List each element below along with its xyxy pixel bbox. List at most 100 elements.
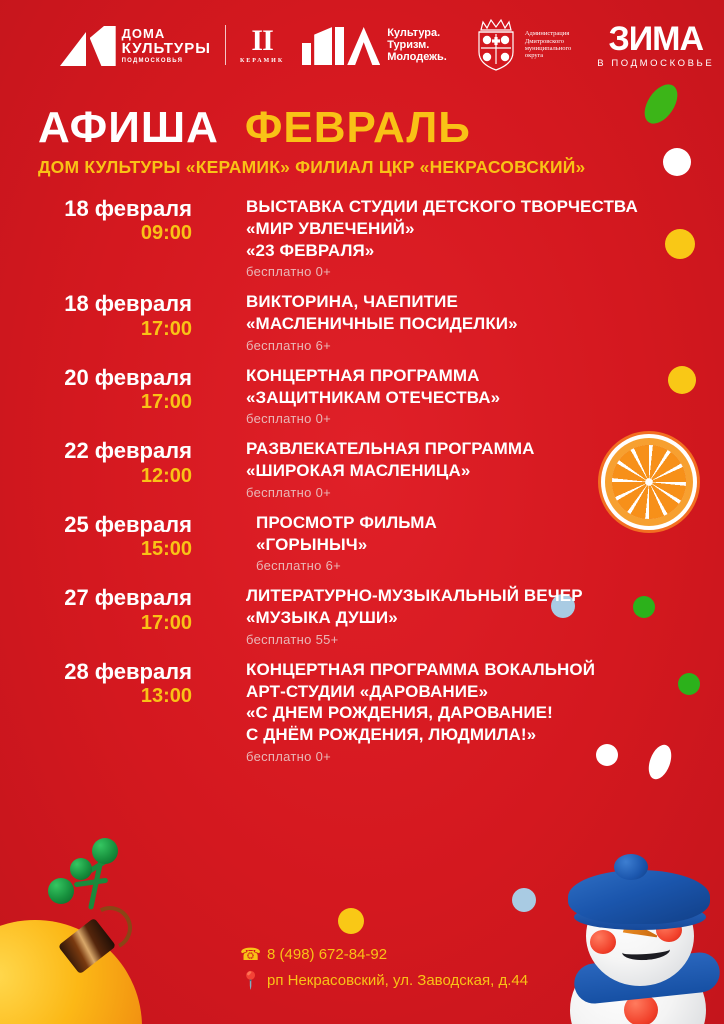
doma-kultury-line2: КУЛЬТУРЫ (121, 39, 211, 57)
white-dot-decoration (663, 148, 691, 176)
green-dot-decoration (633, 596, 655, 618)
event-time: 17:00 (140, 317, 192, 340)
event-date: 18 февраля (64, 291, 192, 317)
event-date: 20 февраля (64, 364, 192, 390)
contact-phone-value: 8 (498) 672-84-92 (267, 946, 388, 963)
poster-subtitle: ДОМ КУЛЬТУРЫ «КЕРАМИК» ФИЛИАЛ ЦКР «НЕКРА… (38, 157, 586, 177)
event-time: 09:00 (140, 222, 192, 245)
event-date: 28 февраля (64, 658, 192, 684)
event-title-line: «23 ФЕВРАЛЯ» (246, 240, 375, 260)
ktm-line1: Культура. (387, 26, 441, 39)
event-row: 25 февраля 15:00 ПРОСМОТР ФИЛЬМА «ГОРЫНЫ… (0, 512, 724, 574)
event-title-line: «ШИРОКАЯ МАСЛЕНИЦА» (246, 461, 471, 480)
event-price: бесплатно 6+ (246, 337, 331, 353)
footer-contacts: ☎ 8 (498) 672-84-92 📍 рп Некрасовский, у… (240, 946, 640, 998)
ktm-mark-icon (302, 25, 381, 65)
doma-kultury-line1: ДОМА (121, 25, 166, 41)
event-title-line: ВЫСТАВКА СТУДИИ ДЕТСКОГО ТВОРЧЕСТВА (246, 197, 638, 216)
contact-address-value: рп Некрасовский, ул. Заводская, д.44 (267, 972, 529, 989)
event-title-line: ЛИТЕРАТУРНО-МУЗЫКАЛЬНЫЙ ВЕЧЕР (246, 586, 583, 606)
event-time: 17:00 (140, 611, 192, 634)
event-date: 18 февраля (64, 196, 192, 221)
zima-subtitle: В ПОДМОСКОВЬЕ (597, 57, 715, 69)
event-title-line: «ГОРЫНЫЧ» (256, 534, 368, 554)
administration-line3: муниципального (524, 45, 572, 52)
event-title-line: ВИКТОРИНА, ЧАЕПИТИЕ (246, 292, 458, 312)
header-logo-bar: ДОМА КУЛЬТУРЫ ПОДМОСКОВЬЯ II КЕРАМИК Кул… (0, 0, 724, 90)
logo-doma-kultury-podmoskovya: ДОМА КУЛЬТУРЫ ПОДМОСКОВЬЯ (59, 24, 211, 66)
event-price: бесплатно 6+ (256, 558, 341, 574)
poster-title: АФИША ФЕВРАЛЬ (38, 103, 471, 153)
event-when: 18 февраля 17:00 (0, 291, 200, 353)
event-row: 18 февраля 09:00 ВЫСТАВКА СТУДИИ ДЕТСКОГ… (0, 196, 724, 279)
event-title-line: ПРОСМОТР ФИЛЬМА (256, 512, 437, 532)
event-time: 13:00 (140, 685, 192, 708)
logo-kultura-turizm-molodezh: Культура. Туризм. Молодежь. (302, 25, 447, 65)
yellow-dot-decoration (668, 366, 696, 394)
event-details: ВЫСТАВКА СТУДИИ ДЕТСКОГО ТВОРЧЕСТВА «МИР… (200, 196, 724, 279)
event-title-line: «МИР УВЛЕЧЕНИЙ» (246, 218, 415, 238)
event-row: 27 февраля 17:00 ЛИТЕРАТУРНО-МУЗЫКАЛЬНЫЙ… (0, 585, 724, 647)
ktm-line3: Молодежь. (387, 51, 447, 64)
blue-dot-decoration (512, 888, 536, 912)
logo-divider (224, 25, 226, 65)
event-row: 20 февраля 17:00 КОНЦЕРТНАЯ ПРОГРАММА «З… (0, 365, 724, 427)
administration-line2: Дмитровского (524, 37, 565, 45)
event-when: 20 февраля 17:00 (0, 365, 200, 427)
event-details: КОНЦЕРТНАЯ ПРОГРАММА ВОКАЛЬНОЙ АРТ-СТУДИ… (200, 659, 724, 764)
event-row: 22 февраля 12:00 РАЗВЛЕКАТЕЛЬНАЯ ПРОГРАМ… (0, 438, 724, 500)
logo-zima-v-podmoskovye: ЗИМА В ПОДМОСКОВЬЕ (597, 22, 714, 69)
event-details: КОНЦЕРТНАЯ ПРОГРАММА «ЗАЩИТНИКАМ ОТЕЧЕСТ… (200, 365, 724, 427)
event-when: 18 февраля 09:00 (0, 196, 200, 279)
title-word-afisha: АФИША (38, 103, 219, 152)
event-time: 15:00 (140, 538, 192, 561)
event-price: бесплатно 55+ (246, 631, 339, 647)
event-title-line: «ЗАЩИТНИКАМ ОТЕЧЕСТВА» (246, 387, 501, 407)
logo-keramik: II КЕРАМИК (239, 24, 285, 65)
event-title-line: РАЗВЛЕКАТЕЛЬНАЯ ПРОГРАММА (246, 439, 535, 459)
event-when: 25 февраля 15:00 (0, 512, 200, 574)
event-date: 22 февраля (64, 438, 192, 464)
event-title-line: «МУЗЫКА ДУШИ» (246, 608, 398, 627)
contact-address-row[interactable]: 📍 рп Некрасовский, ул. Заводская, д.44 (240, 972, 640, 989)
event-details: РАЗВЛЕКАТЕЛЬНАЯ ПРОГРАММА «ШИРОКАЯ МАСЛЕ… (200, 438, 724, 500)
white-dot-decoration (596, 744, 618, 766)
title-word-month: ФЕВРАЛЬ (244, 103, 471, 152)
christmas-ball-decoration (0, 896, 168, 1024)
yellow-dot-decoration (665, 229, 695, 259)
keramik-monogram-icon: II (251, 24, 273, 57)
event-title-line: С ДНЁМ РОЖДЕНИЯ, ЛЮДМИЛА!» (246, 725, 537, 744)
snowman-decoration (540, 854, 724, 1024)
event-details: ПРОСМОТР ФИЛЬМА «ГОРЫНЫЧ» бесплатно 6+ (200, 512, 724, 574)
doma-kultury-mark-icon (59, 24, 118, 66)
zima-wordmark: ЗИМА (608, 19, 704, 58)
events-list: 18 февраля 09:00 ВЫСТАВКА СТУДИИ ДЕТСКОГ… (0, 196, 724, 764)
contact-phone-row[interactable]: ☎ 8 (498) 672-84-92 (240, 946, 640, 963)
coat-of-arms-icon (478, 18, 514, 71)
event-date: 25 февраля (64, 511, 192, 537)
event-title-line: КОНЦЕРТНАЯ ПРОГРАММА (246, 365, 480, 385)
event-title-line: КОНЦЕРТНАЯ ПРОГРАММА ВОКАЛЬНОЙ (246, 659, 596, 679)
event-price: бесплатно 0+ (246, 484, 331, 500)
yellow-dot-decoration (338, 908, 364, 934)
administration-line4: округа (524, 52, 544, 60)
event-time: 12:00 (140, 464, 192, 487)
green-dot-decoration (678, 673, 700, 695)
holly-berries-decoration (48, 830, 158, 920)
event-details: ЛИТЕРАТУРНО-МУЗЫКАЛЬНЫЙ ВЕЧЕР «МУЗЫКА ДУ… (200, 585, 724, 647)
blue-dot-decoration (551, 594, 575, 618)
event-title-line: «МАСЛЕНИЧНЫЕ ПОСИДЕЛКИ» (246, 314, 518, 333)
event-row: 18 февраля 17:00 ВИКТОРИНА, ЧАЕПИТИЕ «МА… (0, 291, 724, 353)
event-title-line: АРТ-СТУДИИ «ДАРОВАНИЕ» (246, 681, 489, 701)
event-details: ВИКТОРИНА, ЧАЕПИТИЕ «МАСЛЕНИЧНЫЕ ПОСИДЕЛ… (200, 291, 724, 353)
doma-kultury-line3: ПОДМОСКОВЬЯ (121, 57, 184, 64)
event-time: 17:00 (140, 391, 192, 414)
administration-line1: Администрация (524, 30, 570, 38)
event-price: бесплатно 0+ (246, 264, 331, 280)
map-pin-icon: 📍 (240, 971, 262, 990)
event-when: 22 февраля 12:00 (0, 438, 200, 500)
event-when: 28 февраля 13:00 (0, 659, 200, 764)
event-when: 27 февраля 17:00 (0, 585, 200, 647)
keramik-wordmark: КЕРАМИК (239, 58, 285, 64)
